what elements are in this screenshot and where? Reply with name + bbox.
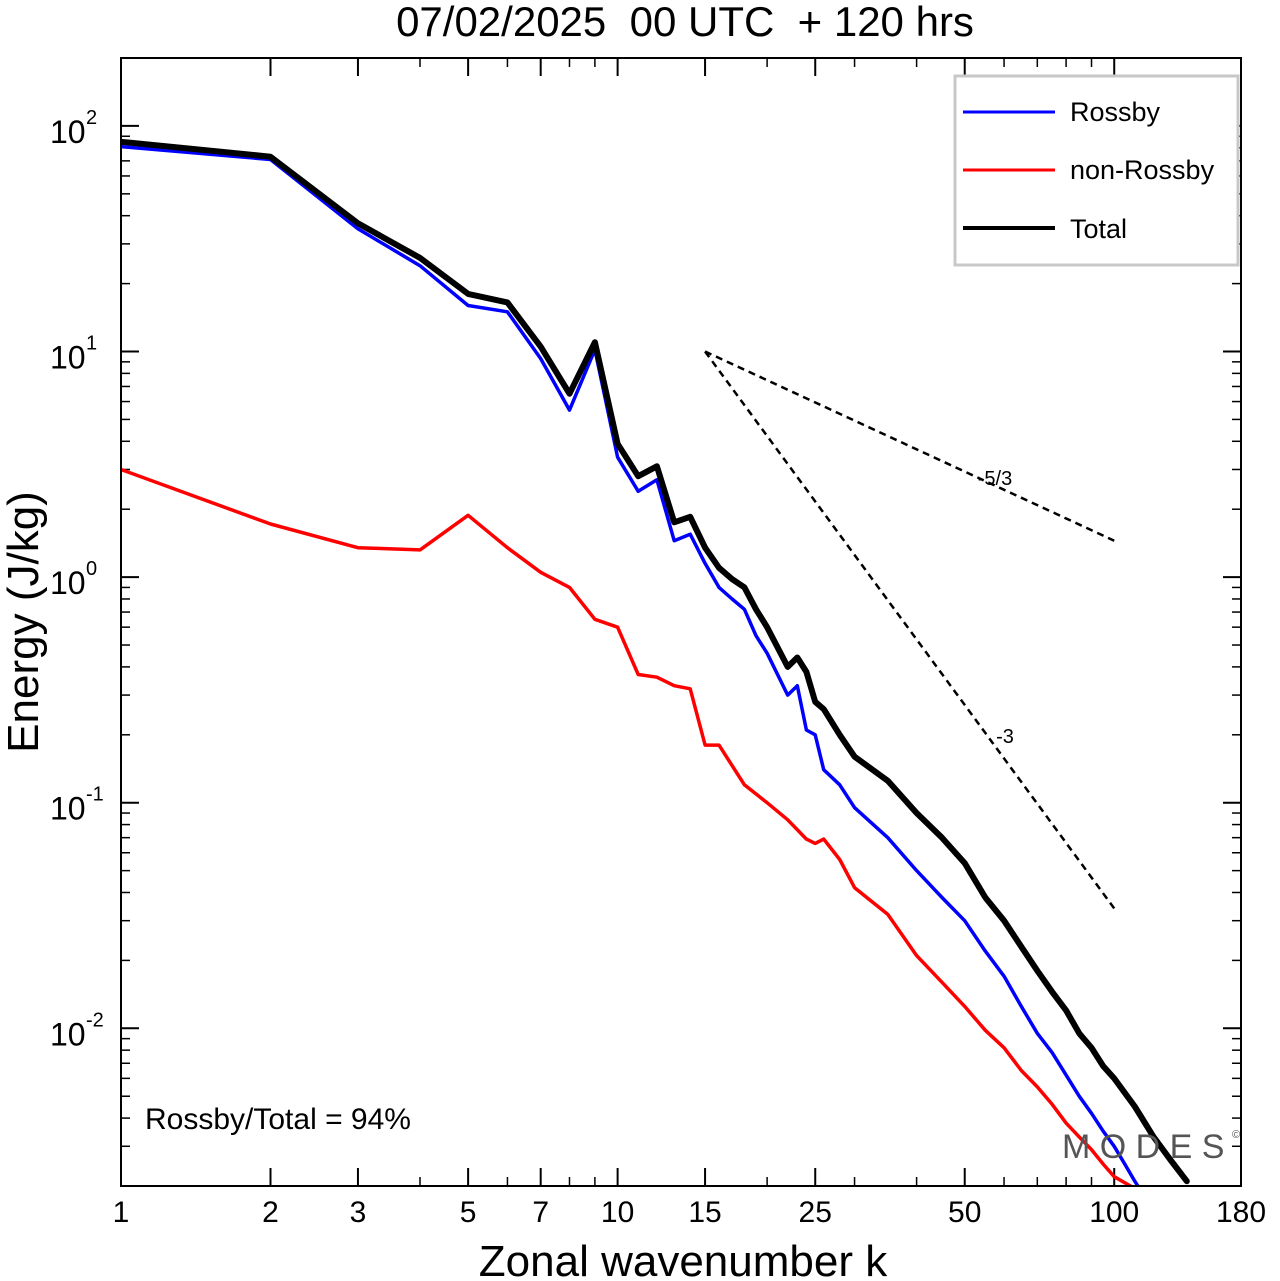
data-series: [121, 138, 1190, 1186]
series-line-non-rossby: [121, 467, 1134, 1186]
x-tick-label: 5: [460, 1196, 477, 1229]
reference-slope-lines: [704, 350, 1116, 910]
x-tick-label: 50: [948, 1196, 981, 1229]
plot-frame: [120, 57, 1242, 1187]
chart-title: 07/02/2025 00 UTC + 120 hrs: [396, 0, 974, 45]
y-tick-label-base: 10: [50, 565, 86, 601]
y-tick-label-exponent: -1: [86, 784, 104, 806]
legend-label-non-rossby: non-Rossby: [1070, 155, 1215, 185]
copyright-mark: ©: [1232, 1129, 1240, 1141]
y-tick-label-base: 10: [50, 114, 86, 150]
y-tick-label-base: 10: [50, 1016, 86, 1052]
ratio-annotation: Rossby/Total = 94%: [145, 1103, 411, 1136]
legend-label-rossby: Rossby: [1070, 97, 1161, 127]
series-line-rossby: [121, 144, 1140, 1186]
slope-line: [704, 350, 1115, 542]
y-tick-label-exponent: 0: [86, 558, 97, 580]
y-tick-label-base: 10: [50, 791, 86, 827]
x-tick-label: 2: [262, 1196, 279, 1229]
x-tick-label: 7: [532, 1196, 549, 1229]
x-tick-label: 3: [350, 1196, 367, 1229]
slope-label: -5/3: [978, 468, 1012, 490]
x-tick-label: 10: [601, 1196, 634, 1229]
y-tick-label-base: 10: [50, 340, 86, 376]
chart-legend: Rossby non-Rossby Total: [953, 74, 1240, 267]
modes-watermark: M O D E S: [1062, 1128, 1224, 1166]
y-axis-label: Energy (J/kg): [0, 491, 48, 753]
x-axis-label: Zonal wavenumber k: [479, 1237, 888, 1281]
slope-label: -3: [996, 726, 1014, 748]
x-tick-label: 15: [688, 1196, 721, 1229]
y-tick-label-exponent: -2: [86, 1009, 104, 1031]
y-tick-label-exponent: 2: [86, 107, 97, 129]
x-tick-label: 180: [1216, 1196, 1266, 1229]
x-tick-label: 100: [1089, 1196, 1139, 1229]
y-tick-label-exponent: 1: [86, 333, 97, 355]
x-tick-label: 1: [113, 1196, 130, 1229]
series-line-total: [121, 138, 1190, 1185]
legend-label-total: Total: [1070, 214, 1127, 244]
x-tick-label: 25: [799, 1196, 832, 1229]
